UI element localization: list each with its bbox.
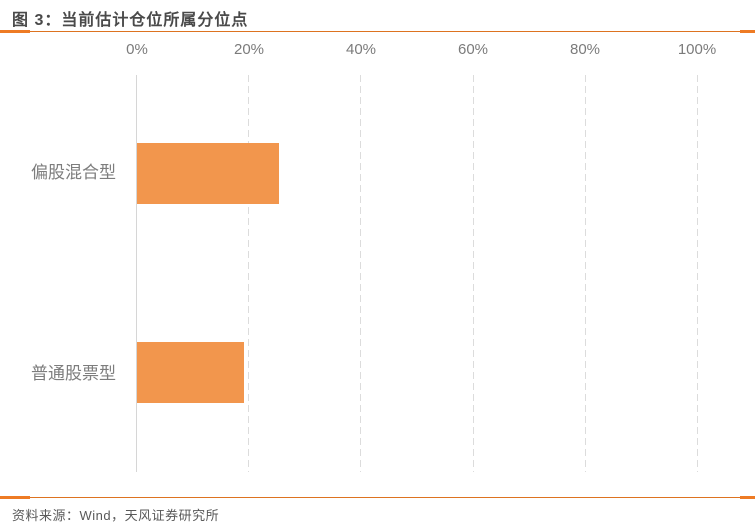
gridline-20 — [248, 75, 249, 472]
x-tick-label: 0% — [126, 41, 148, 58]
title-underline-accent-right — [740, 30, 755, 33]
footer-rule-accent-left — [0, 496, 30, 499]
category-label: 偏股混合型 — [31, 163, 116, 182]
plot-area — [136, 75, 711, 472]
x-tick-label: 40% — [345, 41, 377, 58]
x-tick-label: 20% — [233, 41, 265, 58]
source-note: 资料来源：Wind，天风证券研究所 — [12, 508, 220, 523]
bar-偏股混合型 — [137, 143, 279, 204]
gridline-60 — [473, 75, 474, 472]
title-underline-accent-left — [0, 30, 30, 33]
gridline-80 — [585, 75, 586, 472]
x-tick-label: 60% — [457, 41, 489, 58]
x-tick-label: 80% — [569, 41, 601, 58]
footer-rule — [0, 496, 755, 499]
x-tick-label: 100% — [677, 41, 717, 58]
gridline-100 — [697, 75, 698, 472]
category-label: 普通股票型 — [31, 364, 116, 383]
footer-rule-accent-right — [740, 496, 755, 499]
y-axis-line — [136, 75, 137, 472]
title-underline — [0, 30, 755, 33]
bar-普通股票型 — [137, 342, 244, 403]
gridline-40 — [360, 75, 361, 472]
footer-rule-line — [0, 497, 755, 498]
figure-title: 图 3：当前估计仓位所属分位点 — [12, 12, 249, 29]
title-underline-line — [0, 31, 755, 32]
